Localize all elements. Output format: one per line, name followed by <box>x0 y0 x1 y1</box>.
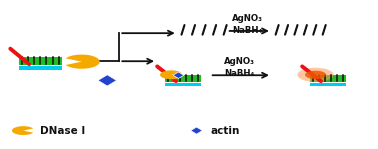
Circle shape <box>297 68 334 82</box>
Wedge shape <box>12 126 33 135</box>
Polygon shape <box>173 72 184 79</box>
Polygon shape <box>191 127 202 134</box>
FancyBboxPatch shape <box>19 57 62 65</box>
FancyBboxPatch shape <box>310 74 346 82</box>
Text: AgNO₃
NaBH₄: AgNO₃ NaBH₄ <box>224 57 256 77</box>
Polygon shape <box>98 75 116 86</box>
FancyBboxPatch shape <box>19 66 62 70</box>
FancyBboxPatch shape <box>166 74 201 82</box>
Wedge shape <box>160 70 181 79</box>
Text: actin: actin <box>211 126 240 136</box>
FancyBboxPatch shape <box>310 83 346 86</box>
FancyBboxPatch shape <box>166 83 201 86</box>
Text: AgNO₃
NaBH₄: AgNO₃ NaBH₄ <box>232 14 263 35</box>
Circle shape <box>305 71 326 79</box>
Wedge shape <box>66 55 100 69</box>
Text: DNase I: DNase I <box>40 126 85 136</box>
